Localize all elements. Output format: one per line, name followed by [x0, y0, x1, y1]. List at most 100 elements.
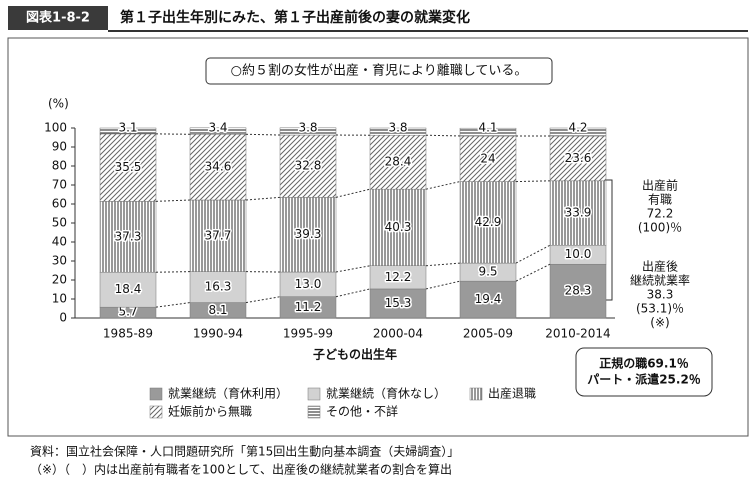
connector: [515, 244, 551, 264]
connector: [425, 280, 461, 290]
bar-segment: [549, 127, 607, 137]
connector: [425, 262, 461, 267]
bar-segment: [549, 135, 607, 182]
value-label: 3.8: [298, 120, 317, 134]
y-tick-label: 70: [52, 178, 67, 192]
bar-segment: [189, 271, 247, 303]
annotation: 継続就業率: [630, 273, 690, 288]
legend-label: 出産退職: [488, 386, 536, 401]
connector: [425, 181, 461, 190]
annotation: 38.3: [647, 288, 674, 302]
annotation: 出産前: [642, 178, 678, 193]
value-label: 3.1: [118, 121, 137, 135]
legend-swatch: [307, 387, 321, 401]
connector: [245, 196, 281, 201]
label-box: [8, 6, 108, 30]
note: 資料：国立社会保障・人口問題研究所「第15回出生動向基本調査（夫婦調査）」: [30, 444, 459, 459]
x-tick-label: 1985-89: [103, 327, 153, 341]
bar-segment: [279, 197, 337, 273]
annotation: (100)％: [638, 221, 682, 235]
bar-segment: [279, 134, 337, 198]
bar-segment: [189, 127, 247, 135]
y-tick-label: 20: [52, 273, 67, 287]
bar-segment: [279, 127, 337, 136]
value-label: 33.9: [565, 206, 592, 220]
legend-label: その他・不詳: [326, 404, 398, 419]
value-label: 35.5: [115, 160, 142, 174]
connector: [155, 199, 191, 202]
y-tick-label: 50: [52, 216, 67, 230]
value-label: 10.0: [565, 247, 592, 261]
x-tick-label: 2005-09: [463, 327, 513, 341]
value-label: 3.4: [208, 120, 227, 134]
note: （※）（ ）内は出産前有職者を100として、出産後の継続就業者の割合を算出: [30, 462, 452, 477]
y-tick-label: 80: [52, 159, 67, 173]
annotation: 正規の職69.1％: [599, 356, 689, 371]
value-label: 37.7: [205, 228, 232, 242]
value-label: 12.2: [385, 270, 412, 284]
connector: [155, 302, 191, 308]
connector: [245, 133, 281, 136]
y-tick-label: 60: [52, 197, 67, 211]
bar-segment: [189, 134, 247, 201]
connector: [245, 296, 281, 304]
connector: [155, 271, 191, 273]
connector: [335, 265, 371, 273]
bar-segment: [369, 127, 427, 136]
figure-label: 図表1-8-2: [26, 10, 90, 26]
value-label: 8.1: [208, 303, 227, 317]
value-label: 39.3: [295, 227, 322, 241]
x-tick-label: 2010-2014: [545, 327, 610, 341]
legend-swatch: [149, 405, 163, 419]
legend-swatch: [149, 387, 163, 401]
legend-swatch: [307, 405, 321, 419]
value-label: 16.3: [205, 280, 232, 294]
bar-segment: [459, 280, 517, 319]
bar-segment: [549, 180, 607, 246]
legend-swatch: [469, 387, 483, 401]
value-label: 37.3: [115, 229, 142, 243]
y-tick-label: 30: [52, 254, 67, 268]
value-label: 18.4: [115, 282, 142, 296]
y-tick-label: 90: [52, 140, 67, 154]
value-label: 32.8: [295, 159, 322, 173]
value-label: 19.4: [475, 292, 502, 306]
value-label: 23.6: [565, 151, 592, 165]
annotation-box: [575, 347, 713, 397]
legend-label: 就業継続（育休利用）: [168, 386, 288, 401]
bar-segment: [99, 271, 157, 308]
y-tick-label: 100: [44, 121, 67, 135]
chart-title: 第１子出生年別にみた、第１子出産前後の妻の就業変化: [120, 9, 470, 26]
annotation: 有職: [648, 193, 672, 207]
connector: [425, 134, 461, 137]
value-label: 40.3: [385, 220, 412, 234]
y-tick-label: 0: [59, 311, 67, 325]
annotation: 出産後: [642, 259, 678, 274]
annotation: 72.2: [647, 207, 674, 221]
bar-segment: [369, 188, 427, 266]
value-label: 4.2: [568, 121, 587, 135]
bar-segment: [459, 135, 517, 182]
legend-label: 妊娠前から無職: [168, 404, 252, 419]
legend-label: 就業継続（育休なし）: [326, 386, 446, 401]
connector: [515, 180, 551, 183]
value-label: 34.6: [205, 160, 232, 174]
bar-segment: [369, 288, 427, 319]
subtitle: ○約５割の女性が出産・育児により離職している。: [231, 63, 528, 79]
bar-segment: [279, 271, 337, 297]
x-tick-label: 1995-99: [283, 327, 333, 341]
y-unit: (%): [48, 97, 69, 111]
value-label: 3.8: [388, 121, 407, 135]
value-label: 15.3: [385, 296, 412, 310]
x-tick-label: 2000-04: [373, 327, 423, 341]
connector: [335, 188, 371, 198]
value-label: 42.9: [475, 215, 502, 229]
subtitle-box: [205, 57, 553, 85]
value-label: 9.5: [478, 265, 497, 279]
value-label: 28.4: [385, 155, 412, 169]
bar-segment: [99, 201, 157, 273]
value-label: 28.3: [565, 284, 592, 298]
value-label: 4.1: [478, 121, 497, 135]
y-tick-label: 40: [52, 235, 67, 249]
value-label: 24: [480, 151, 495, 165]
